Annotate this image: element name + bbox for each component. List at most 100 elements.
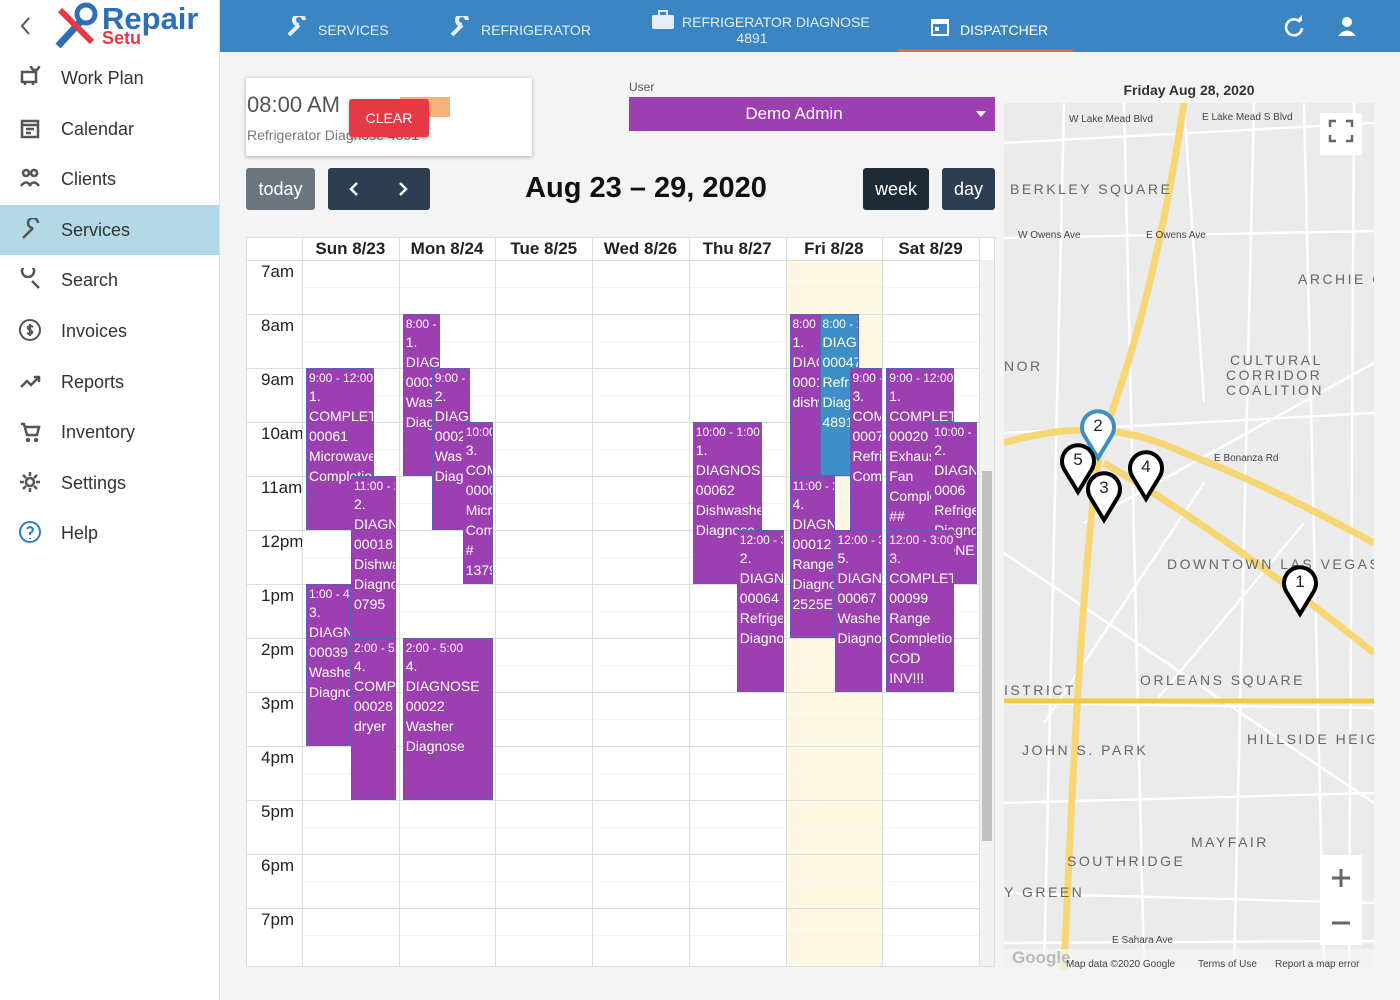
event[interactable]: 12:00 - 3:00 2. DIAGNOSE 00064 Refrigerat… [736, 530, 784, 692]
nav-item[interactable]: Invoices [0, 306, 219, 356]
collapse-icon[interactable] [16, 14, 36, 38]
hour-line [247, 746, 979, 747]
event-card[interactable]: 08:00 AM Refrigerator Diagnose 4891 CLEA… [246, 78, 532, 156]
day-divider [688, 238, 690, 966]
hour-line [247, 638, 979, 639]
event-time: 2:00 - 5:00 [354, 641, 395, 655]
day-header: Mon 8/24 [410, 239, 484, 258]
map-label: DOWNTOWN LAS VEGAS [1167, 556, 1374, 572]
event-time: 8:00 - 11:00 [792, 317, 819, 331]
nav-label: Settings [61, 472, 127, 493]
event-time: 9:00 - 12:00 [309, 371, 374, 385]
event[interactable]: 8:00 - 11:00 1. DIAGNOSE 00014 dishwasher [789, 314, 820, 476]
zoom-control[interactable] [1320, 855, 1362, 945]
event-text: 4. DIAGNOSE 00012 Range Diagnose 2525E [792, 496, 834, 612]
event[interactable]: 9:00 - 12:00 3. COMPLETED 00071 Refrigera… [849, 368, 882, 530]
next-button[interactable] [395, 181, 411, 197]
nav-item[interactable]: Work Plan [0, 53, 219, 103]
event-text: 1. DIAGNOSE 00031 Washer Diagnose [405, 334, 440, 430]
user-value: Demo Admin [745, 104, 843, 123]
map-label: HILLSIDE HEIGHTS CRE [1247, 731, 1374, 747]
hour-line [247, 584, 979, 585]
event-time: 10:00 - 1:00 [465, 425, 492, 439]
half-hour-line [302, 341, 979, 342]
today-button[interactable]: today [246, 168, 315, 210]
event-text: 3. DIAGNOSE 00039 Washer Diagnose [309, 604, 350, 700]
sidebar: Repair Setu Work Plan Calendar Clients Serv… [0, 0, 220, 1000]
event-text: 1. DIAGNOSE 00014 dishwasher [792, 334, 819, 410]
icon-shape [20, 471, 40, 492]
briefcase-icon [652, 10, 674, 29]
nav-tab[interactable]: REFRIGERATOR DIAGNOSE [682, 14, 870, 30]
refresh-icon[interactable] [1283, 15, 1305, 37]
active-indicator [898, 49, 1073, 52]
event[interactable]: 2:00 - 5:00 4. COMPLETED 00028 dryer [351, 638, 396, 800]
map-marker[interactable] [1086, 471, 1122, 524]
nav-item[interactable]: Calendar [0, 104, 219, 154]
nav-item-active[interactable]: Services [0, 204, 219, 255]
scrollbar-thumb[interactable] [982, 471, 992, 841]
wrench-icon [450, 16, 469, 37]
event-time: 2:00 - 5:00 [405, 641, 464, 655]
nav-item[interactable]: Settings [0, 458, 219, 508]
nav-label: Inventory [61, 422, 136, 443]
fullscreen-button[interactable] [1320, 113, 1362, 155]
event[interactable]: 2:00 - 5:00 4. DIAGNOSE 00022 Washer Diag… [402, 638, 493, 800]
nav-label: Calendar [61, 118, 135, 139]
event-text: 3. COMPLETED 00071 Refrigerator Completi… [852, 388, 882, 484]
event-time: 11:00 - 2:00 [792, 479, 834, 493]
hour-label: 4pm [261, 748, 295, 767]
hour-line [247, 692, 979, 693]
event[interactable]: 11:00 - 2:00 4. DIAGNOSE 00012 Range Diag… [789, 476, 835, 638]
event-time: 9:00 - 12:00 [434, 371, 469, 385]
event[interactable]: 11:00 - 2:00 2. DIAGNOSE 00018 Dishwasher… [351, 476, 396, 638]
map-marker[interactable] [1060, 443, 1096, 496]
nav-label: Work Plan [61, 68, 144, 88]
nav-tab[interactable]: SERVICES [318, 22, 389, 38]
hour-label: 8am [261, 316, 295, 335]
hour-label: 9am [261, 370, 295, 389]
nav-label: Reports [61, 371, 125, 392]
map-marker[interactable] [1128, 450, 1164, 503]
nav-item[interactable]: Reports [0, 357, 219, 407]
event-text: 3. COMPLETED 00099 Range Completion COD … [889, 550, 955, 686]
event[interactable]: 12:00 - 3:00 3. COMPLETED 00099 Range Com… [886, 530, 955, 692]
event[interactable]: 10:00 - 1:00 3. COMPLETED 00009 Microwave… [462, 422, 493, 584]
nav-item[interactable]: Search [0, 255, 219, 305]
hour-line [247, 800, 979, 801]
prev-button[interactable] [346, 181, 362, 197]
logo-icon [55, 2, 98, 49]
nav-item[interactable]: Clients [0, 154, 219, 204]
event-text: 4. COMPLETED 00028 dryer [354, 658, 396, 734]
map[interactable]: W Lake Mead Blvd E Lake Mead S Blvd BERKLE… [1004, 103, 1374, 970]
nav-item[interactable]: Inventory [0, 407, 219, 457]
event[interactable]: 1:00 - 4:00 3. DIAGNOSE 00039 Washer Diag… [306, 584, 351, 746]
event-time: 9:00 - 12:00 [852, 371, 881, 385]
user-select[interactable]: Demo Admin [629, 97, 995, 131]
half-hour-line [302, 665, 979, 666]
nav-tab-active[interactable]: DISPATCHER [960, 22, 1049, 38]
event-text: 3. COMPLETED 00009 Microwave Completion … [465, 442, 493, 578]
nav-tab[interactable]: REFRIGERATOR [481, 22, 591, 38]
map-marker[interactable] [1282, 565, 1318, 618]
clear-button[interactable]: CLEAR [349, 99, 429, 137]
nav-label: Clients [61, 169, 117, 190]
hour-line [247, 476, 979, 477]
event[interactable]: 12:00 - 3:00 5. DIAGNOSE 00067 Washer Dia… [834, 530, 882, 692]
nav-item[interactable]: Help [0, 508, 219, 558]
icon-shape [20, 375, 41, 388]
event-text: 5. DIAGNOSE 00067 Washer Diagnose [837, 550, 882, 646]
week-button[interactable]: week [863, 168, 929, 210]
day-button[interactable]: day [942, 168, 995, 210]
map-footer: Terms of Use [1198, 959, 1257, 970]
map-label: ISTRICT [1004, 682, 1076, 698]
hour-line [247, 530, 979, 531]
nav-tab-sub: 4891 [736, 30, 768, 46]
event-text: DIAGNOSE 00047 Refrigerator Diagnose 489… [822, 334, 859, 430]
calendar-icon [931, 19, 949, 36]
account-icon[interactable] [1336, 15, 1358, 37]
icon-shape [20, 66, 41, 85]
half-hour-line [302, 827, 979, 828]
map-marker[interactable] [1080, 409, 1116, 462]
event-text: 2. DIAGNOSE 0006 Refrigerator Diagnose D… [934, 442, 978, 558]
